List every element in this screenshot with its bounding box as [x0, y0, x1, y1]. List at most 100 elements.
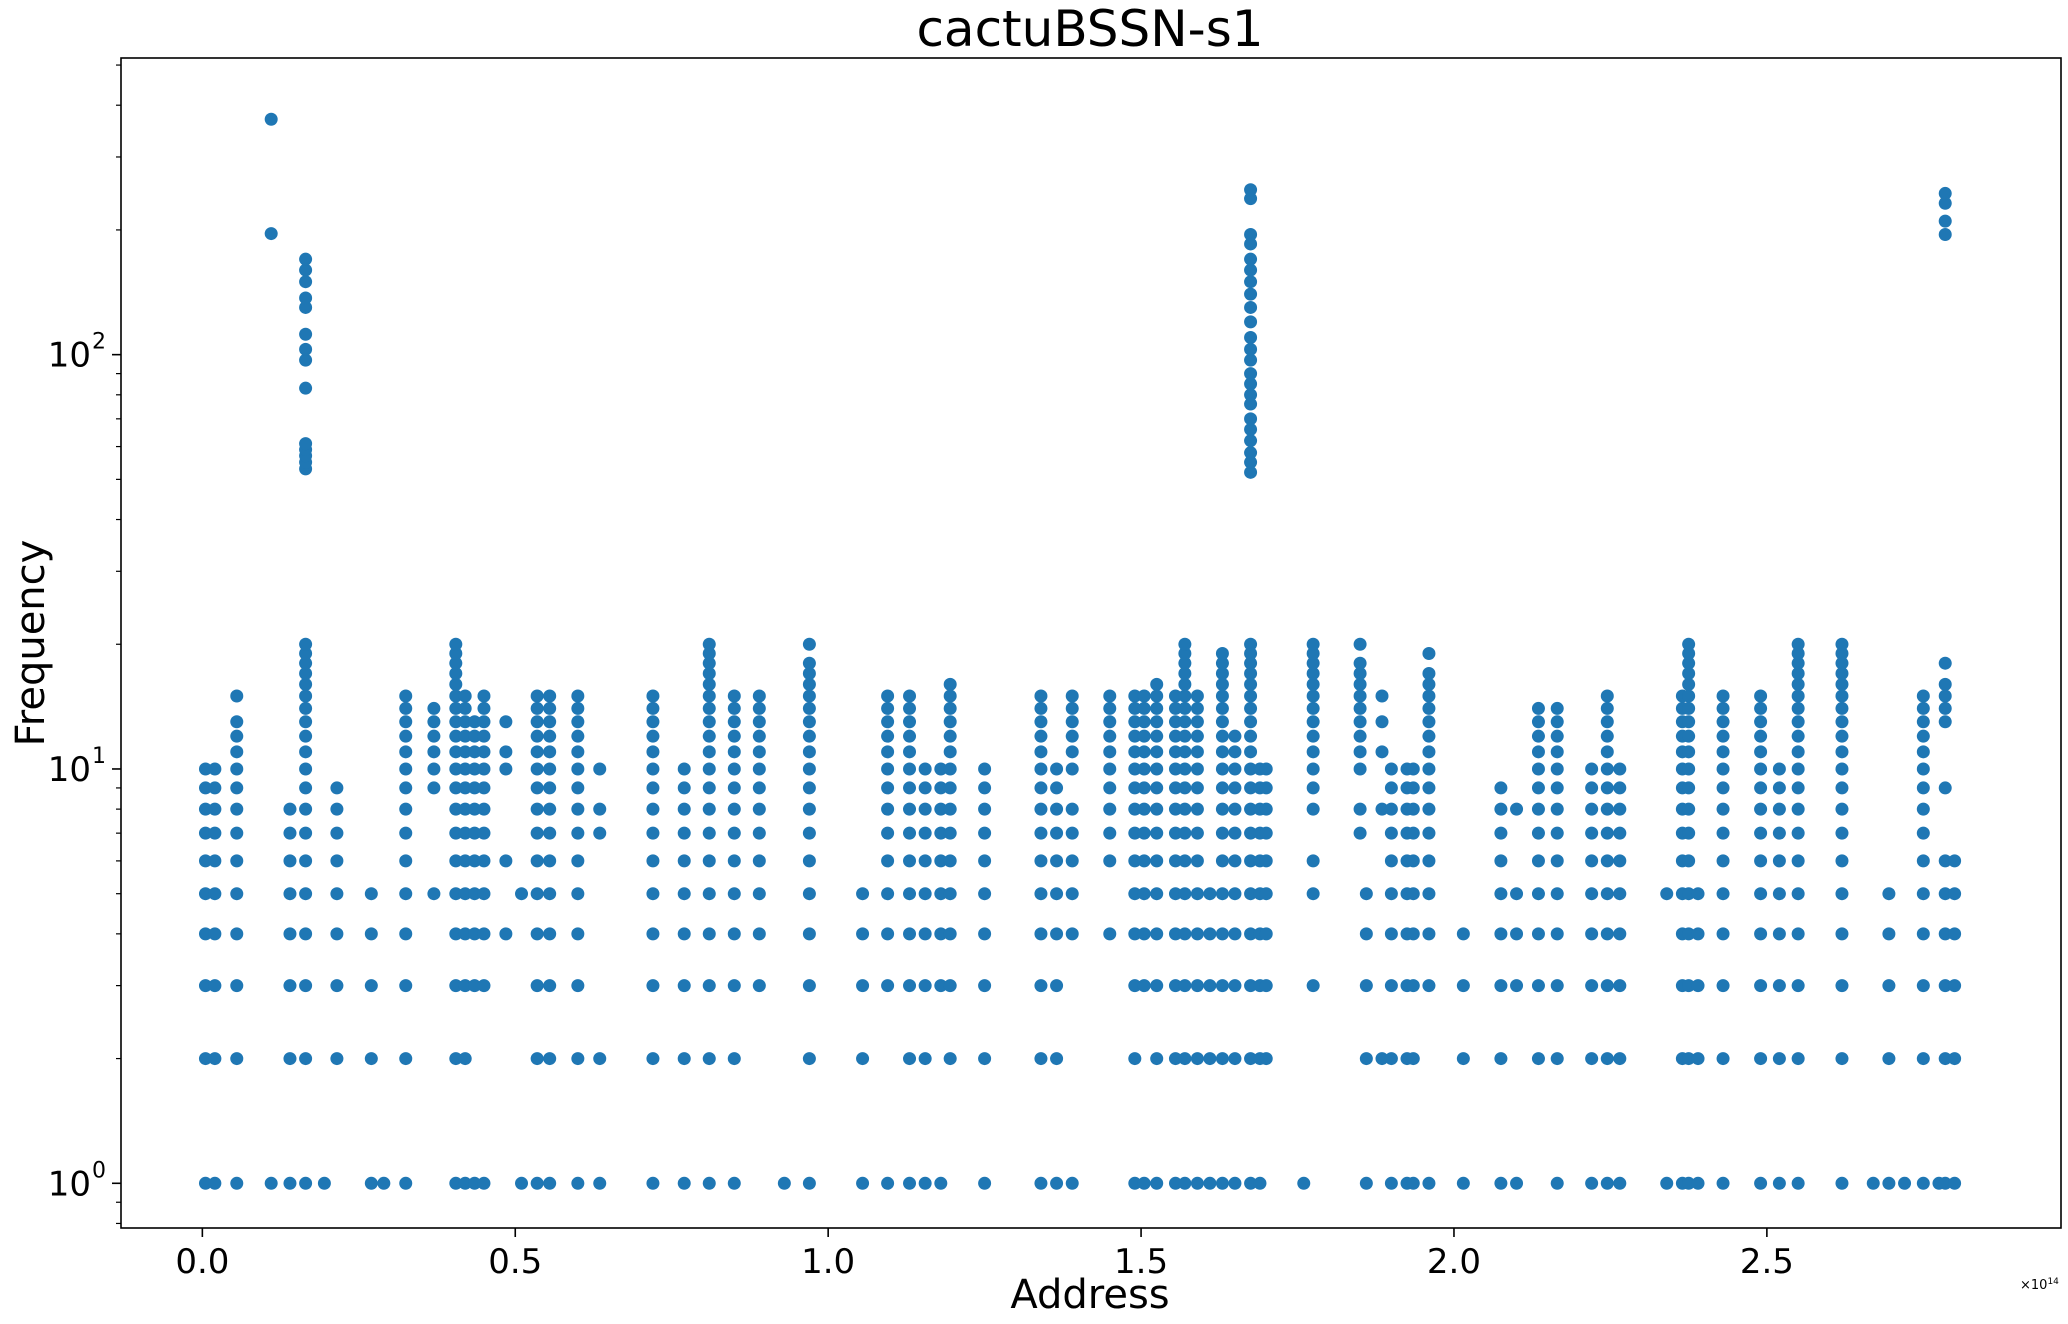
data-point: [468, 762, 482, 776]
data-point: [903, 781, 917, 795]
data-point: [1259, 1052, 1273, 1066]
data-point: [1103, 826, 1117, 840]
data-point: [283, 854, 297, 868]
data-point: [399, 745, 413, 759]
data-point: [1754, 781, 1768, 795]
data-point: [1682, 762, 1696, 776]
data-point: [1306, 666, 1320, 680]
data-point: [1791, 826, 1805, 840]
data-point: [1244, 455, 1258, 469]
data-point: [881, 802, 895, 816]
data-point: [1791, 854, 1805, 868]
data-point: [1065, 1176, 1079, 1190]
data-point: [1178, 1052, 1192, 1066]
data-point: [1406, 826, 1420, 840]
data-point: [1150, 677, 1164, 691]
data-point: [1306, 887, 1320, 901]
data-point: [1882, 927, 1896, 941]
data-point: [943, 745, 957, 759]
data-point: [1938, 781, 1952, 795]
data-point: [727, 781, 741, 795]
data-point: [530, 745, 544, 759]
data-point: [571, 802, 585, 816]
data-point: [1754, 927, 1768, 941]
data-point: [1716, 715, 1730, 729]
data-point: [1128, 701, 1142, 715]
data-point: [1215, 979, 1229, 993]
data-point: [399, 1052, 413, 1066]
data-point: [1772, 887, 1786, 901]
data-point: [1375, 1052, 1389, 1066]
data-point: [1215, 666, 1229, 680]
data-point: [1034, 715, 1048, 729]
data-point: [1948, 1176, 1962, 1190]
data-point: [1600, 729, 1614, 743]
data-point: [571, 979, 585, 993]
data-point: [208, 887, 222, 901]
y-axis-label: Frequency: [8, 540, 54, 747]
data-point: [1178, 802, 1192, 816]
data-point: [1716, 1176, 1730, 1190]
data-point: [458, 762, 472, 776]
data-point: [918, 927, 932, 941]
data-point: [1244, 781, 1258, 795]
data-point: [543, 745, 557, 759]
y-tick-exponent: 1: [92, 744, 106, 769]
data-point: [934, 802, 948, 816]
data-point: [1600, 979, 1614, 993]
data-point: [1050, 854, 1064, 868]
data-point: [1682, 802, 1696, 816]
data-point: [1531, 762, 1545, 776]
data-point: [1422, 729, 1436, 743]
data-point: [1613, 826, 1627, 840]
data-point: [1103, 689, 1117, 703]
data-point: [1916, 701, 1930, 715]
data-point: [1916, 927, 1930, 941]
data-point: [1137, 689, 1151, 703]
data-point: [1228, 854, 1242, 868]
data-point: [903, 701, 917, 715]
data-point: [1754, 701, 1768, 715]
data-point: [1178, 689, 1192, 703]
x-tick-label: 1.5: [1114, 1242, 1168, 1282]
data-point: [1353, 715, 1367, 729]
x-offset-exponent: 14: [2047, 1277, 2059, 1287]
data-point: [230, 927, 244, 941]
data-point: [752, 854, 766, 868]
data-point: [1916, 762, 1930, 776]
data-point: [978, 887, 992, 901]
data-point: [727, 802, 741, 816]
data-point: [530, 1052, 544, 1066]
data-point: [1916, 729, 1930, 743]
data-point: [264, 227, 278, 241]
data-point: [702, 729, 716, 743]
data-point: [1916, 1052, 1930, 1066]
data-point: [449, 802, 463, 816]
data-point: [1190, 887, 1204, 901]
data-point: [1353, 762, 1367, 776]
data-point: [1835, 762, 1849, 776]
data-point: [458, 715, 472, 729]
data-point: [208, 1052, 222, 1066]
data-point: [727, 729, 741, 743]
data-point: [1306, 979, 1320, 993]
data-point: [1938, 214, 1952, 228]
data-point: [283, 802, 297, 816]
data-point: [458, 1052, 472, 1066]
data-point: [1178, 887, 1192, 901]
data-point: [1938, 701, 1952, 715]
data-point: [1228, 781, 1242, 795]
data-point: [646, 979, 660, 993]
data-point: [1384, 854, 1398, 868]
data-point: [1228, 1052, 1242, 1066]
data-point: [1353, 826, 1367, 840]
data-point: [330, 887, 344, 901]
data-point: [299, 677, 313, 691]
data-point: [449, 677, 463, 691]
data-point: [543, 701, 557, 715]
data-point: [1103, 802, 1117, 816]
data-point: [802, 701, 816, 715]
data-point: [646, 854, 660, 868]
data-point: [802, 637, 816, 651]
data-point: [1882, 1176, 1896, 1190]
